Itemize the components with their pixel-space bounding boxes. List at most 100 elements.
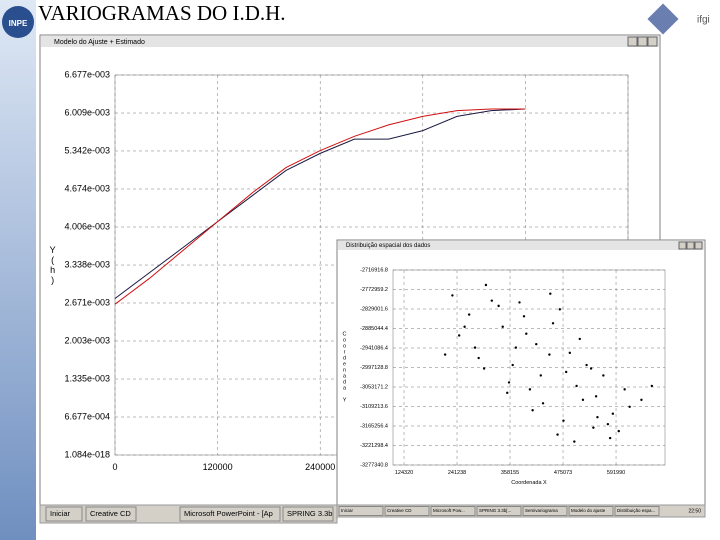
y-tick-label: -2997128.8: [360, 365, 388, 371]
data-point: [525, 332, 528, 335]
taskbar-item[interactable]: Distribuição espa...: [617, 508, 655, 513]
series-line: [114, 108, 526, 299]
taskbar-item[interactable]: SPRING 3.3b: [287, 509, 332, 518]
taskbar-item[interactable]: Creative CD: [387, 508, 412, 513]
data-point: [507, 381, 511, 384]
taskbar-button[interactable]: [85, 506, 137, 522]
taskbar-item[interactable]: Creative CD: [90, 509, 131, 518]
scatter-window: [336, 239, 706, 506]
y-axis-label: Y(h): [48, 245, 58, 285]
close[interactable]: [647, 36, 658, 47]
taskbar-item[interactable]: SPRING 3.3b[...: [479, 508, 511, 513]
corner-logo: ifgi: [697, 15, 710, 26]
y-tick-label: 3.338e-003: [64, 259, 110, 269]
data-point: [501, 325, 504, 328]
data-point: [531, 409, 534, 412]
taskbar-item[interactable]: Iniciar: [341, 508, 354, 513]
x-tick-label: 475073: [554, 470, 572, 476]
y-tick-label: -2829001.6: [360, 306, 388, 312]
data-point: [535, 342, 538, 346]
data-point: [473, 346, 477, 349]
y-tick-label: -3053171.2: [360, 384, 388, 390]
slide-title: VARIOGRAMAS DO I.D.H.: [38, 1, 286, 25]
data-point: [564, 370, 568, 374]
taskbar-button[interactable]: [522, 506, 568, 516]
taskbar-button[interactable]: [384, 506, 430, 516]
taskbar-button[interactable]: [179, 506, 281, 522]
data-point: [573, 440, 576, 443]
data-point: [575, 384, 578, 388]
x-tick-label: 120000: [203, 462, 233, 472]
data-point: [539, 374, 542, 377]
data-point: [556, 433, 559, 436]
taskbar-button[interactable]: [282, 506, 334, 522]
x-tick-label: 240000: [305, 462, 335, 472]
taskbar-item[interactable]: Microsoft PowerPoint - [Ap: [184, 509, 273, 518]
clock: 22:50: [688, 508, 701, 514]
y-tick-label: 6.677e-003: [64, 69, 110, 79]
data-point: [457, 334, 461, 337]
y-tick-label: -2716916.8: [360, 267, 388, 273]
taskbar-button[interactable]: [45, 506, 83, 522]
window-controls[interactable]: [627, 36, 658, 47]
maximize[interactable]: [637, 36, 648, 47]
data-point: [558, 308, 562, 311]
minimize[interactable]: [627, 36, 638, 47]
maximize[interactable]: [686, 241, 695, 250]
y-tick-label: -2941086.4: [360, 345, 388, 351]
taskbar-item[interactable]: Microsoft Pow...: [433, 508, 465, 513]
data-point: [578, 337, 581, 341]
data-point: [551, 322, 555, 325]
data-point: [511, 363, 514, 367]
data-point: [522, 315, 526, 318]
y-tick-label: -3277340.8: [360, 462, 388, 468]
minimize[interactable]: [678, 241, 687, 250]
x-tick-label: 241238: [448, 470, 466, 476]
data-point: [497, 304, 500, 308]
data-point: [451, 294, 454, 297]
data-point: [562, 419, 565, 422]
title-bar: [338, 241, 704, 250]
y-tick-label: 5.342e-003: [64, 145, 110, 155]
side-bar: [0, 0, 36, 540]
data-point: [640, 398, 643, 402]
x-axis-label: Coordenada X: [511, 480, 547, 486]
taskbar-button[interactable]: [430, 506, 476, 516]
window-controls[interactable]: [678, 241, 703, 250]
data-point: [490, 299, 494, 302]
y-tick-label: 6.009e-003: [64, 107, 110, 117]
data-point: [623, 388, 626, 391]
taskbar-item[interactable]: Semivariograma: [525, 508, 558, 513]
x-tick-label: 0: [112, 462, 117, 472]
data-point: [581, 398, 585, 402]
title-bar: [41, 36, 659, 47]
taskbar-button[interactable]: [568, 506, 614, 516]
data-point: [463, 325, 466, 328]
y-tick-label: 2.003e-003: [64, 335, 110, 345]
taskbar-button[interactable]: [476, 506, 522, 516]
window-title: Distribuição espacial dos dados: [346, 243, 430, 249]
data-point: [443, 353, 447, 356]
close[interactable]: [694, 241, 703, 250]
taskbar-button[interactable]: [614, 506, 660, 516]
data-point: [602, 374, 605, 377]
taskbar-button[interactable]: [338, 506, 384, 516]
data-point: [650, 384, 654, 388]
y-tick-label: 6.677e-004: [64, 411, 110, 421]
data-point: [608, 436, 612, 440]
corner-logo-mark: [647, 3, 679, 35]
data-point: [611, 412, 615, 415]
taskbar-item[interactable]: Modelo do ajuste: [571, 508, 606, 513]
taskbar-item[interactable]: Iniciar: [50, 509, 71, 518]
data-point: [589, 367, 593, 370]
data-point: [484, 283, 488, 287]
data-point: [606, 422, 610, 426]
data-point: [477, 356, 480, 360]
y-tick-label: 1.084e-018: [64, 449, 110, 459]
data-point: [594, 395, 598, 398]
data-point: [506, 391, 509, 395]
y-tick-label: -2885044.4: [360, 326, 388, 332]
data-point: [467, 313, 471, 316]
data-point: [541, 402, 545, 405]
